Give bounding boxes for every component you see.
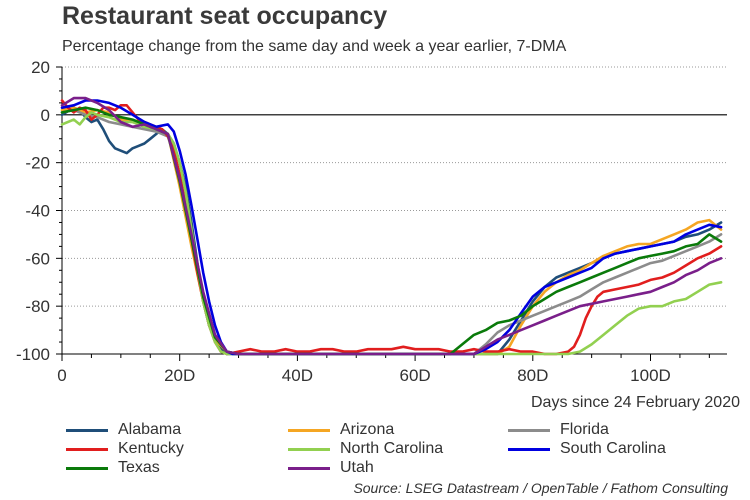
legend-item: North Carolina — [288, 440, 443, 458]
legend-item: South Carolina — [508, 440, 666, 458]
x-tick-label: 80D — [517, 366, 548, 385]
legend-label: Kentucky — [118, 440, 184, 457]
legend-swatch — [66, 428, 108, 432]
legend-swatch — [288, 447, 330, 451]
chart-title: Restaurant seat occupancy — [62, 2, 388, 30]
legend-label: Utah — [340, 459, 374, 476]
series-line-arizona — [60, 106, 723, 356]
x-tick-label: 100D — [630, 366, 671, 385]
series-lines — [60, 96, 723, 356]
legend-swatch — [508, 447, 550, 451]
legend-label: South Carolina — [560, 440, 666, 457]
y-tick-label: -40 — [25, 202, 50, 221]
axes: 20 0 -20 -40 -60 -80 -100 0 20D 40D 60D 80D 100D — [16, 58, 727, 385]
source-note: Source: LSEG Datastream / OpenTable / Fa… — [353, 480, 728, 496]
chart-subtitle: Percentage change from the same day and … — [62, 38, 567, 55]
legend-swatch — [288, 466, 330, 470]
x-tick-label: 0 — [57, 366, 66, 385]
y-tick-label: -20 — [25, 154, 50, 173]
x-tick-label: 40D — [282, 366, 313, 385]
legend-item: Arizona — [288, 421, 394, 439]
series-line-alabama — [60, 106, 723, 356]
y-tick-label: 0 — [41, 106, 50, 125]
legend-item: Alabama — [66, 421, 181, 439]
legend-swatch — [288, 428, 330, 432]
legend-label: Arizona — [340, 421, 395, 438]
x-tick-label: 60D — [400, 366, 431, 385]
legend-item: Utah — [288, 459, 374, 477]
legend-swatch — [508, 428, 550, 432]
legend-label: Florida — [560, 421, 609, 438]
x-tick-label: 20D — [164, 366, 195, 385]
legend-swatch — [66, 447, 108, 451]
y-tick-label: -60 — [25, 249, 50, 268]
y-tick-label: -80 — [25, 297, 50, 316]
y-tick-label: 20 — [31, 58, 50, 77]
series-line-kentucky — [60, 99, 723, 356]
y-tick-label: -100 — [16, 345, 50, 364]
legend-item: Florida — [508, 421, 609, 439]
series-line-texas — [60, 106, 723, 356]
gridlines — [62, 66, 727, 307]
legend-label: North Carolina — [340, 440, 444, 457]
series-line-florida — [60, 108, 723, 356]
legend: Alabama Arizona Florida Kentucky North Carol… — [66, 421, 726, 479]
series-line-utah — [60, 96, 723, 356]
legend-item: Texas — [66, 459, 160, 477]
line-chart: 20 0 -20 -40 -60 -80 -100 0 20D 40D 60D 80D 100D — [16, 58, 727, 385]
legend-swatch — [66, 466, 108, 470]
legend-item: Kentucky — [66, 440, 184, 458]
series-line-north-carolina — [60, 111, 723, 356]
legend-label: Alabama — [118, 421, 182, 438]
series-line-south-carolina — [60, 99, 723, 356]
legend-label: Texas — [118, 459, 160, 476]
x-axis-label: Days since 24 February 2020 — [531, 394, 740, 411]
